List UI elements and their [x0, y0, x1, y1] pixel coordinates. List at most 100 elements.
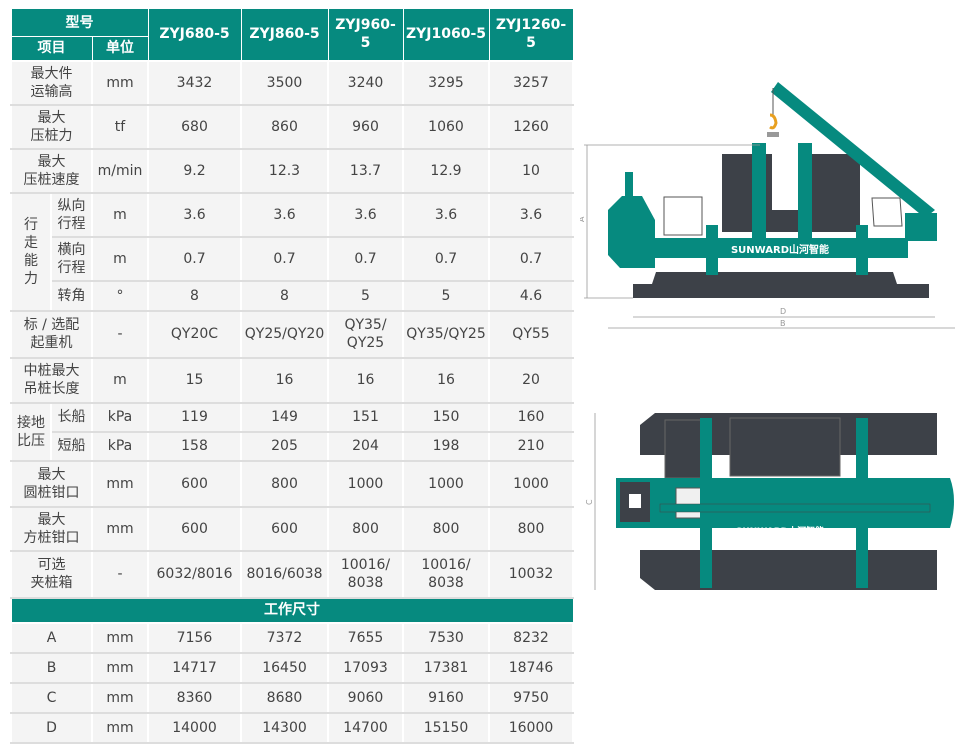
value-cell: 17093: [327, 651, 404, 684]
value-cell: 9160: [402, 681, 490, 714]
row-label: 中桩最大 吊桩长度: [10, 356, 93, 404]
row-label: 长船: [50, 401, 93, 433]
value-cell: 10: [488, 147, 574, 194]
table-row: 短船 kPa 158 205 204 198 210: [11, 430, 574, 462]
value-cell: 0.7: [327, 235, 404, 282]
row-label: 转角: [50, 279, 93, 312]
model-label: 型号: [10, 8, 149, 37]
value-cell: 3240: [327, 59, 404, 106]
value-cell: 7156: [147, 621, 242, 654]
value-cell: 7530: [402, 621, 490, 654]
value-cell: 204: [327, 430, 404, 462]
value-cell: 18746: [488, 651, 574, 684]
value-cell: 960: [327, 103, 404, 150]
group-label: 行 走 能 力: [10, 191, 52, 312]
value-cell: 8360: [147, 681, 242, 714]
side-view-drawing: SUNWARD山河智能 A D B: [580, 82, 955, 329]
value-cell: 3.6: [488, 191, 574, 238]
value-cell: 1000: [327, 459, 404, 508]
brand-logo: SUNWARD山河智能: [731, 243, 829, 256]
value-cell: 151: [327, 401, 404, 433]
value-cell: 119: [147, 401, 242, 433]
value-cell: 9060: [327, 681, 404, 714]
value-cell: 680: [147, 103, 242, 150]
value-cell: 800: [402, 505, 490, 552]
value-cell: 10032: [488, 549, 574, 599]
value-cell: 800: [240, 459, 329, 508]
table-row: 可选 夹桩箱 -6032/8016 8016/6038 10016/ 8038 1001…: [10, 549, 574, 599]
dim-label-d: D: [780, 307, 786, 316]
value-cell: 16: [240, 356, 329, 404]
item-label: 项目: [10, 36, 93, 61]
value-cell: 600: [147, 505, 242, 552]
value-cell: 1000: [488, 459, 574, 508]
model-header: ZYJ960-5: [327, 8, 404, 61]
value-cell: 9.2: [147, 147, 242, 194]
value-cell: 14300: [240, 711, 329, 744]
value-cell: 1260: [488, 103, 574, 150]
value-cell: 5: [327, 279, 404, 312]
value-cell: 3295: [402, 59, 490, 106]
row-label: 横向 行程: [50, 235, 93, 282]
model-header: ZYJ680-5: [147, 8, 242, 61]
value-cell: 1000: [402, 459, 490, 508]
value-cell: 8: [240, 279, 329, 312]
row-label: 短船: [50, 430, 93, 462]
value-cell: QY55: [488, 309, 574, 359]
value-cell: 0.7: [240, 235, 329, 282]
value-cell: 8232: [488, 621, 574, 654]
value-cell: QY25/QY20: [240, 309, 329, 359]
unit-cell: mm: [91, 459, 149, 508]
model-header: ZYJ860-5: [240, 8, 329, 61]
unit-cell: -: [91, 309, 149, 359]
value-cell: 149: [240, 401, 329, 433]
value-cell: 12.3: [240, 147, 329, 194]
unit-cell: kPa: [91, 430, 149, 462]
table-row: 接地 比压 长船 kPa 119 149 151 150 160: [10, 401, 574, 462]
value-cell: 800: [488, 505, 574, 552]
value-cell: 8: [147, 279, 242, 312]
model-header: ZYJ1060-5: [402, 8, 490, 61]
unit-cell: tf: [91, 103, 149, 150]
unit-cell: m/min: [91, 147, 149, 194]
brand-logo: SUNWARD山河智能: [736, 525, 824, 537]
value-cell: 158: [147, 430, 242, 462]
table-row: 中桩最大 吊桩长度 m 15 16 16 16 20: [10, 356, 574, 404]
value-cell: 150: [402, 401, 490, 433]
value-cell: 15150: [402, 711, 490, 744]
row-label: C: [10, 681, 93, 714]
value-cell: 7372: [240, 621, 329, 654]
value-cell: 8016/6038: [240, 549, 329, 599]
table-row: 行 走 能 力纵向 行程 m 3.6 3.6 3.6 3.6 3.6: [10, 191, 574, 312]
value-cell: 860: [240, 103, 329, 150]
value-cell: 0.7: [402, 235, 490, 282]
value-cell: 12.9: [402, 147, 490, 194]
value-cell: 205: [240, 430, 329, 462]
value-cell: 3500: [240, 59, 329, 106]
table-row: 转角 ° 8 8 5 5 4.6: [11, 279, 574, 312]
table-row: 最大 圆桩钳口 mm 600 800 1000 1000 1000: [10, 459, 574, 508]
value-cell: 160: [488, 401, 574, 433]
row-label: 最大 方桩钳口: [10, 505, 93, 552]
value-cell: 6032/8016: [147, 549, 242, 599]
value-cell: 3257: [488, 59, 574, 106]
value-cell: 5: [402, 279, 490, 312]
value-cell: 198: [402, 430, 490, 462]
value-cell: 17381: [402, 651, 490, 684]
value-cell: 3.6: [402, 191, 490, 238]
group-label: 接地 比压: [10, 401, 52, 462]
row-label: D: [10, 711, 93, 744]
value-cell: 8680: [240, 681, 329, 714]
value-cell: 16450: [240, 651, 329, 684]
value-cell: 7655: [327, 621, 404, 654]
value-cell: 16: [327, 356, 404, 404]
unit-cell: m: [91, 191, 149, 238]
unit-cell: m: [91, 356, 149, 404]
row-label: 纵向 行程: [50, 191, 93, 238]
section-title-work-dimensions: 工作尺寸: [10, 597, 574, 623]
table-row: 最大 压桩速度 m/min 9.2 12.3 13.7 12.9 10: [10, 147, 574, 194]
unit-cell: mm: [91, 711, 149, 744]
unit-cell: mm: [91, 651, 149, 684]
